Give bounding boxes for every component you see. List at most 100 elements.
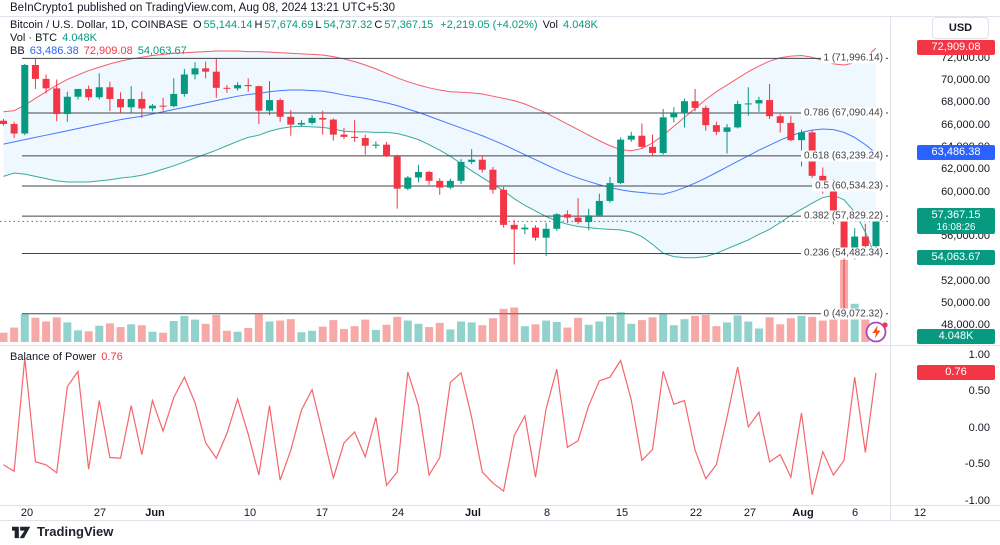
volume-bar bbox=[616, 312, 625, 342]
time-label: 6 bbox=[851, 507, 859, 519]
bb-legend-label: BB bbox=[10, 45, 25, 57]
candle-body bbox=[649, 146, 657, 154]
volume-bar bbox=[712, 326, 721, 342]
candle-body bbox=[638, 135, 646, 147]
candle-body bbox=[776, 116, 784, 123]
candle-body bbox=[117, 98, 125, 108]
tradingview-attribution[interactable]: TradingView bbox=[12, 524, 113, 539]
candle-body bbox=[31, 64, 39, 79]
volume-bar bbox=[435, 322, 444, 342]
price-badge: 63,486.38 bbox=[917, 145, 995, 161]
symbol-title: Bitcoin / U.S. Dollar, 1D, COINBASE bbox=[10, 19, 188, 31]
fib-label: 0.618 (63,239.24) bbox=[801, 150, 886, 162]
price-badge-value: 57,367.15 bbox=[931, 209, 981, 222]
change-value: +2,219.05 (+4.02%) bbox=[440, 19, 538, 31]
candle-body bbox=[53, 88, 61, 115]
candle-body bbox=[691, 101, 699, 108]
candle-body bbox=[329, 119, 337, 135]
volume-bar bbox=[457, 321, 466, 342]
candle-body bbox=[446, 180, 454, 188]
boost-lightning-icon[interactable] bbox=[864, 319, 890, 345]
candle-body bbox=[276, 100, 284, 117]
indicator-tick: 0.50 bbox=[968, 385, 990, 398]
volume-bar bbox=[584, 324, 593, 342]
widget-bottom-border bbox=[0, 520, 1000, 521]
time-label: 24 bbox=[391, 507, 405, 519]
price-badge: 54,063.67 bbox=[917, 250, 995, 266]
candle-body bbox=[297, 122, 305, 125]
bb-middle-band bbox=[3, 89, 877, 195]
time-label: Jun bbox=[145, 507, 165, 519]
price-tick: 68,000.00 bbox=[941, 96, 990, 109]
countdown-timer: 16:08:26 bbox=[936, 222, 976, 234]
tradingview-attribution-text: TradingView bbox=[37, 524, 114, 539]
publish-header-text: BeInCrypto1 published on TradingView.com… bbox=[10, 2, 395, 14]
candle-body bbox=[617, 139, 625, 184]
candle-body bbox=[468, 159, 476, 162]
candle-body bbox=[308, 117, 316, 123]
fib-label: 0.5 (60,534.23) bbox=[812, 180, 886, 192]
candle-body bbox=[180, 74, 188, 94]
ohlc-value: 55,144.14 bbox=[203, 19, 253, 31]
candle-body bbox=[510, 224, 518, 230]
symbol-legend: Bitcoin / U.S. Dollar, 1D, COINBASE O 55,… bbox=[10, 19, 600, 31]
bb-legend: BB 63,486.38 72,909.08 54,063.67 bbox=[10, 45, 189, 57]
currency-button[interactable]: USD bbox=[932, 17, 989, 39]
volume-bar bbox=[829, 312, 838, 342]
time-label: 27 bbox=[93, 507, 107, 519]
candle-body bbox=[670, 112, 678, 118]
volume-bar bbox=[318, 326, 327, 342]
price-tick: 62,000.00 bbox=[941, 163, 990, 176]
candle-body bbox=[627, 135, 635, 140]
volume-bar bbox=[159, 332, 168, 342]
pane-separator[interactable] bbox=[0, 345, 1000, 346]
candle-body bbox=[819, 175, 827, 185]
price-badge-value: 54,063.67 bbox=[931, 251, 981, 264]
volume-bar bbox=[754, 328, 763, 342]
fib-label: 0.786 (67,090.44) bbox=[801, 107, 886, 119]
bb-upper-value: 72,909.08 bbox=[83, 45, 133, 57]
volume-bar bbox=[222, 330, 231, 342]
candle-body bbox=[872, 221, 880, 247]
price-badge-value: 63,486.38 bbox=[931, 146, 981, 159]
volume-bar bbox=[286, 319, 295, 342]
volume-bar bbox=[478, 325, 487, 342]
candle-body bbox=[287, 116, 295, 125]
volume-bar bbox=[510, 307, 519, 342]
volume-bar bbox=[861, 315, 870, 342]
ohlc-values: O 55,144.14 H 57,674.69 L 54,737.32 C 57,367.15 bbox=[193, 19, 435, 31]
indicator-title: Balance of Power bbox=[10, 351, 97, 363]
ohlc-label: H bbox=[254, 19, 263, 31]
candle-body bbox=[851, 236, 859, 259]
volume-bar bbox=[233, 331, 242, 342]
indicator-value: 0.76 bbox=[101, 351, 123, 363]
volume-bar bbox=[339, 328, 348, 342]
volume-bar bbox=[63, 322, 72, 342]
candle-body bbox=[170, 93, 178, 107]
volume-bar bbox=[308, 330, 317, 342]
volume-bar bbox=[73, 330, 82, 342]
fib-label: 0.236 (54,482.34) bbox=[801, 247, 886, 259]
volume-bar bbox=[42, 321, 51, 342]
volume-bar bbox=[595, 321, 604, 342]
chart-canvas bbox=[0, 47, 888, 495]
volume-bar bbox=[201, 323, 210, 342]
volume-bar bbox=[648, 317, 657, 342]
vol-value: 4.048K bbox=[563, 19, 598, 31]
volume-bar bbox=[776, 324, 785, 342]
candle-body bbox=[42, 78, 50, 89]
candle-body bbox=[787, 122, 795, 141]
candle-body bbox=[383, 144, 391, 157]
volume-bar bbox=[254, 313, 263, 342]
volume-bar bbox=[244, 328, 253, 342]
volume-bar bbox=[669, 325, 678, 342]
candle-body bbox=[148, 105, 156, 109]
volume-legend-label: Vol · BTC bbox=[10, 32, 58, 44]
volume-bar bbox=[10, 327, 19, 342]
candle-body bbox=[755, 100, 763, 104]
candle-body bbox=[861, 236, 869, 247]
candle-body bbox=[500, 189, 508, 225]
bb-lower-band bbox=[3, 125, 877, 259]
price-badge: 57,367.15 16:08:26 bbox=[917, 208, 995, 235]
balance-of-power-line bbox=[3, 358, 877, 495]
